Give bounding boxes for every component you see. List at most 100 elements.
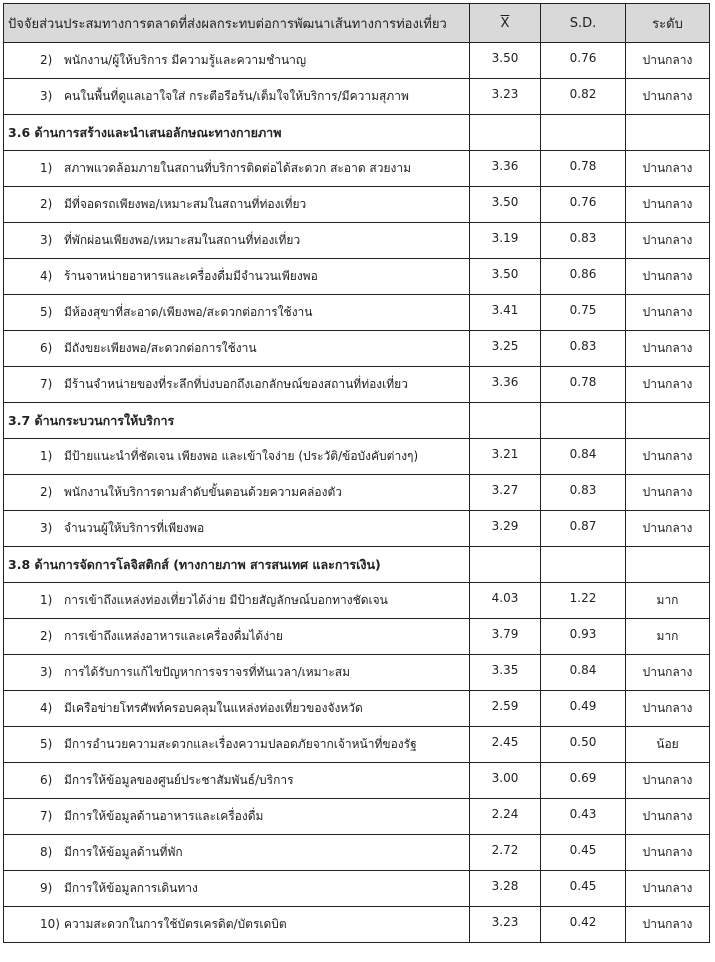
level-cell: ปานกลาง	[625, 186, 710, 223]
item-number: 3)	[40, 665, 53, 679]
level-cell: ปานกลาง	[625, 330, 710, 367]
item-text: มีการให้ข้อมูลด้านอาหารและเครื่องดื่ม	[64, 809, 264, 823]
item-number: 1)	[40, 593, 53, 607]
mean-cell: 2.72	[469, 834, 541, 871]
mean-cell: 3.19	[469, 222, 541, 259]
item-text: การได้รับการแก้ไขปัญหาการจราจรที่ทันเวลา…	[64, 665, 350, 679]
empty-cell	[469, 114, 541, 151]
item-cell: 1) การเข้าถึงแหล่งท่องเที่ยวได้ง่าย มีป้า…	[3, 582, 470, 619]
item-cell: 2) มีที่จอดรถเพียงพอ/เหมาะสมในสถานที่ท่อง…	[3, 186, 470, 223]
sd-cell: 0.43	[540, 798, 626, 835]
level-cell: ปานกลาง	[625, 474, 710, 511]
section-row: 3.6 ด้านการสร้างและนำเสนอลักษณะทางกายภาพ	[3, 114, 710, 151]
item-number: 9)	[40, 881, 53, 895]
item-cell: 6) มีการให้ข้อมูลของศูนย์ประชาสัมพันธ์/บร…	[3, 762, 470, 799]
sd-cell: 1.22	[540, 582, 626, 619]
item-text: ที่พักผ่อนเพียงพอ/เหมาะสมในสถานที่ท่องเท…	[64, 233, 301, 247]
item-text: มีถังขยะเพียงพอ/สะดวกต่อการใช้งาน	[64, 341, 257, 355]
sd-cell: 0.50	[540, 726, 626, 763]
level-cell: มาก	[625, 582, 710, 619]
item-cell: 6) มีถังขยะเพียงพอ/สะดวกต่อการใช้งาน	[3, 330, 470, 367]
item-number: 7)	[40, 377, 53, 391]
empty-cell	[625, 114, 710, 151]
mean-cell: 2.59	[469, 690, 541, 727]
item-text: มีป้ายแนะนำที่ชัดเจน เพียงพอ และเข้าใจง่…	[64, 449, 419, 463]
table-row: 2) มีที่จอดรถเพียงพอ/เหมาะสมในสถานที่ท่อง…	[3, 186, 710, 223]
item-cell: 4) มีเครือข่ายโทรศัพท์ครอบคลุมในแหล่งท่อง…	[3, 690, 470, 727]
level-cell: ปานกลาง	[625, 438, 710, 475]
mean-cell: 3.29	[469, 510, 541, 547]
mean-cell: 3.50	[469, 42, 541, 79]
sd-cell: 0.69	[540, 762, 626, 799]
mean-cell: 3.00	[469, 762, 541, 799]
item-cell: 3) ที่พักผ่อนเพียงพอ/เหมาะสมในสถานที่ท่อง…	[3, 222, 470, 259]
level-cell: ปานกลาง	[625, 294, 710, 331]
sd-cell: 0.76	[540, 42, 626, 79]
level-cell: ปานกลาง	[625, 258, 710, 295]
sd-cell: 0.76	[540, 186, 626, 223]
item-text: ร้านจาหน่ายอาหารและเครื่องดื่มมีจำนวนเพี…	[64, 269, 318, 283]
item-text: มีเครือข่ายโทรศัพท์ครอบคลุมในแหล่งท่องเท…	[64, 701, 363, 715]
table-row: 2) การเข้าถึงแหล่งอาหารและเครื่องดื่มได้ง…	[3, 618, 710, 655]
item-cell: 3) จำนวนผู้ให้บริการที่เพียงพอ	[3, 510, 470, 547]
item-cell: 4) ร้านจาหน่ายอาหารและเครื่องดื่มมีจำนวนเ…	[3, 258, 470, 295]
header-sd: S.D.	[540, 3, 626, 43]
level-cell: ปานกลาง	[625, 510, 710, 547]
mean-cell: 3.36	[469, 366, 541, 403]
item-number: 2)	[40, 197, 53, 211]
level-cell: มาก	[625, 618, 710, 655]
sd-cell: 0.45	[540, 834, 626, 871]
item-number: 2)	[40, 485, 53, 499]
item-text: มีการให้ข้อมูลของศูนย์ประชาสัมพันธ์/บริก…	[64, 773, 294, 787]
mean-cell: 3.28	[469, 870, 541, 907]
sd-cell: 0.93	[540, 618, 626, 655]
item-number: 7)	[40, 809, 53, 823]
item-number: 6)	[40, 773, 53, 787]
sd-cell: 0.84	[540, 438, 626, 475]
item-cell: 2) พนักงานให้บริการตามลำดับขั้นตอนด้วยควา…	[3, 474, 470, 511]
mean-cell: 3.50	[469, 186, 541, 223]
mean-cell: 3.23	[469, 78, 541, 115]
mean-cell: 2.24	[469, 798, 541, 835]
level-cell: ปานกลาง	[625, 798, 710, 835]
item-cell: 7) มีการให้ข้อมูลด้านอาหารและเครื่องดื่ม	[3, 798, 470, 835]
mean-cell: 3.35	[469, 654, 541, 691]
mean-cell: 4.03	[469, 582, 541, 619]
section-title: 3.6 ด้านการสร้างและนำเสนอลักษณะทางกายภาพ	[3, 114, 470, 151]
table-row: 6) มีการให้ข้อมูลของศูนย์ประชาสัมพันธ์/บร…	[3, 762, 710, 799]
table-row: 9) มีการให้ข้อมูลการเดินทาง 3.28 0.45 ปาน…	[3, 870, 710, 907]
item-number: 2)	[40, 629, 53, 643]
table-row: 5) มีการอำนวยความสะดวกและเรื่องความปลอดภั…	[3, 726, 710, 763]
mean-cell: 3.36	[469, 150, 541, 187]
mean-cell: 3.79	[469, 618, 541, 655]
level-cell: ปานกลาง	[625, 366, 710, 403]
item-number: 3)	[40, 521, 53, 535]
mean-cell: 3.41	[469, 294, 541, 331]
empty-cell	[540, 402, 626, 439]
item-text: พนักงานให้บริการตามลำดับขั้นตอนด้วยความค…	[64, 485, 342, 499]
empty-cell	[469, 402, 541, 439]
table-row: 4) ร้านจาหน่ายอาหารและเครื่องดื่มมีจำนวนเ…	[3, 258, 710, 295]
item-text: พนักงาน/ผู้ให้บริการ มีความรู้และความชำน…	[64, 53, 307, 67]
table-row: 3) คนในพื้นที่ดูแลเอาใจใส่ กระตือรือร้น/เ…	[3, 78, 710, 115]
item-cell: 9) มีการให้ข้อมูลการเดินทาง	[3, 870, 470, 907]
table-header: ปัจจัยส่วนประสมทางการตลาดที่ส่งผลกระทบต่…	[3, 3, 710, 43]
mean-cell: 3.25	[469, 330, 541, 367]
item-cell: 5) มีการอำนวยความสะดวกและเรื่องความปลอดภั…	[3, 726, 470, 763]
sd-cell: 0.83	[540, 474, 626, 511]
item-number: 8)	[40, 845, 53, 859]
section-title: 3.7 ด้านกระบวนการให้บริการ	[3, 402, 470, 439]
table-row: 7) มีการให้ข้อมูลด้านอาหารและเครื่องดื่ม …	[3, 798, 710, 835]
table-row: 2) พนักงาน/ผู้ให้บริการ มีความรู้และความช…	[3, 42, 710, 79]
sd-cell: 0.83	[540, 222, 626, 259]
sd-cell: 0.49	[540, 690, 626, 727]
header-mean: X	[469, 3, 541, 43]
mean-cell: 3.50	[469, 258, 541, 295]
item-cell: 7) มีร้านจำหน่ายของที่ระลึกที่บ่งบอกถึงเอ…	[3, 366, 470, 403]
sd-cell: 0.86	[540, 258, 626, 295]
table-row: 3) การได้รับการแก้ไขปัญหาการจราจรที่ทันเว…	[3, 654, 710, 691]
sd-cell: 0.42	[540, 906, 626, 943]
table-row: 3) ที่พักผ่อนเพียงพอ/เหมาะสมในสถานที่ท่อง…	[3, 222, 710, 259]
item-text: จำนวนผู้ให้บริการที่เพียงพอ	[64, 521, 205, 535]
level-cell: ปานกลาง	[625, 870, 710, 907]
